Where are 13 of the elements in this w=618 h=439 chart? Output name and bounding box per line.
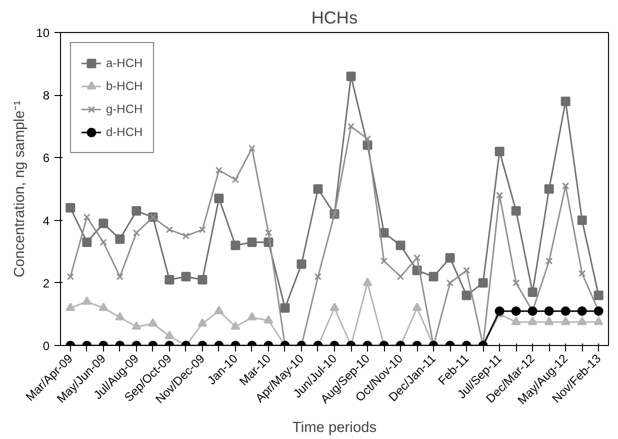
legend-label: b-HCH xyxy=(106,79,143,93)
chart-title: HCHs xyxy=(311,8,358,28)
y-tick-label: 10 xyxy=(36,26,50,40)
y-tick-label: 0 xyxy=(42,339,50,353)
legend-label: a-HCH xyxy=(106,56,143,70)
x-axis-title: Time periods xyxy=(292,420,377,436)
legend-label: g-HCH xyxy=(106,102,143,116)
y-tick-label: 2 xyxy=(42,276,50,290)
legend-label: d-HCH xyxy=(106,125,143,139)
y-tick-label: 4 xyxy=(42,214,50,228)
y-tick-label: 8 xyxy=(42,88,50,103)
y-axis-title: Concentration, ng sample⁻¹ xyxy=(12,100,28,278)
y-tick-label: 6 xyxy=(42,151,50,166)
